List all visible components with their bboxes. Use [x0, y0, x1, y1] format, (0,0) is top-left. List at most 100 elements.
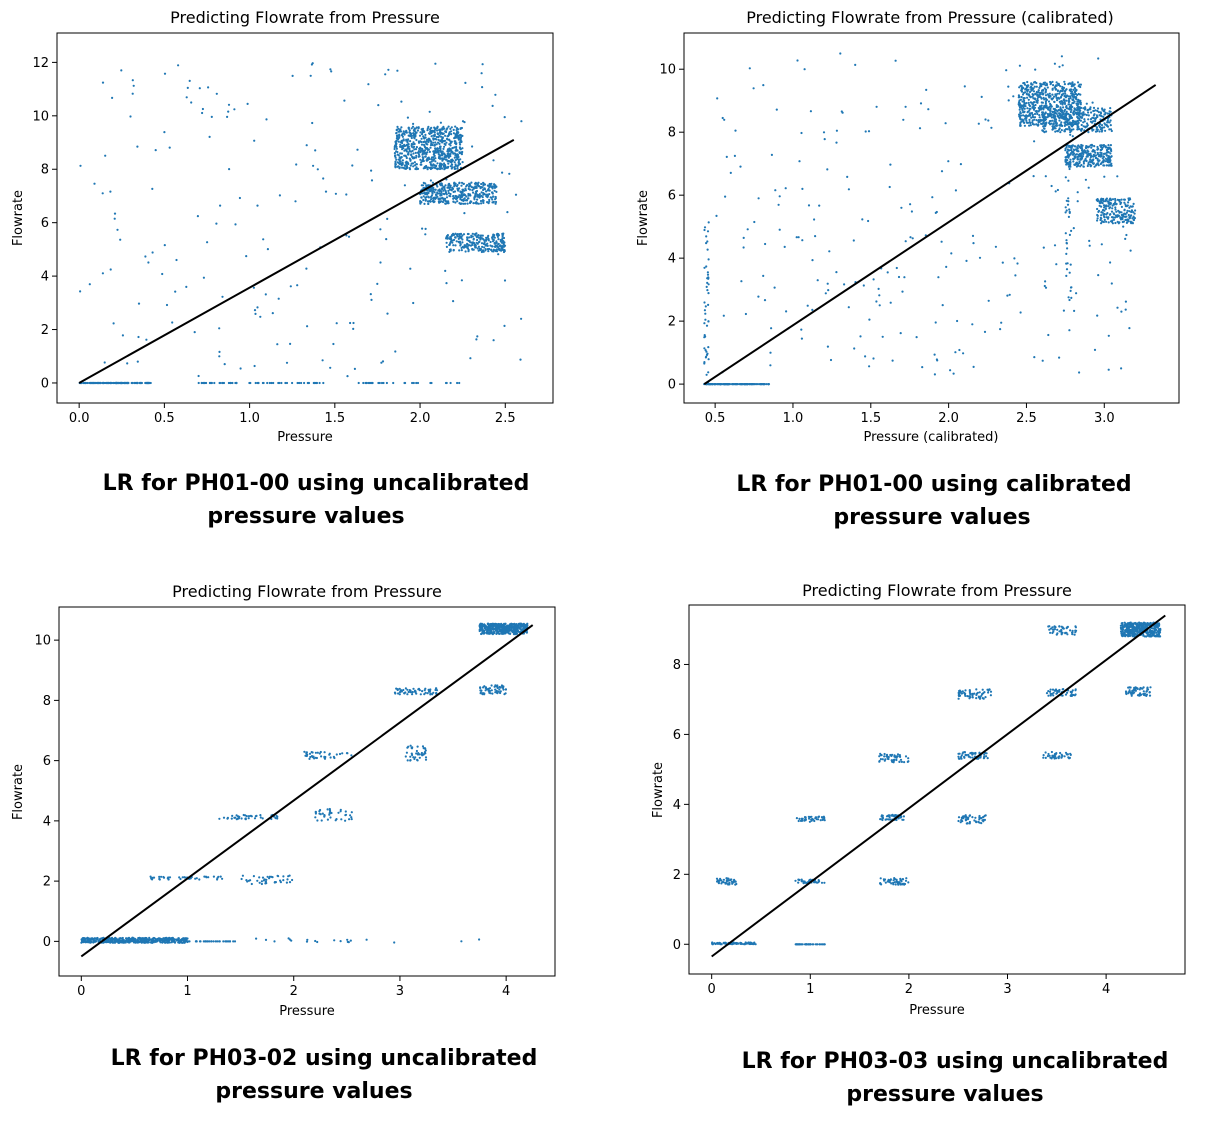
chart-3-point	[330, 756, 332, 758]
chart-2-point	[1094, 166, 1096, 168]
chart-3-point	[501, 633, 503, 635]
chart-1-point	[402, 159, 404, 161]
chart-1-point	[234, 223, 236, 225]
chart-2-point	[707, 304, 709, 306]
chart-1-point	[312, 165, 314, 167]
chart-2-point	[1103, 156, 1105, 158]
chart-2-point	[962, 352, 964, 354]
chart-2-point	[753, 87, 755, 89]
chart-1-point	[129, 115, 131, 117]
chart-2-point	[848, 188, 850, 190]
chart-2-point	[1019, 122, 1021, 124]
chart-2-point	[1042, 89, 1044, 91]
chart-2-point	[1099, 201, 1101, 203]
chart-2-point	[1029, 113, 1031, 115]
chart-1-point	[472, 187, 474, 189]
chart-2-point	[1060, 103, 1062, 105]
chart-1-point	[404, 165, 406, 167]
chart-3-point	[495, 630, 497, 632]
chart-2-point	[1096, 114, 1098, 116]
chart-2-point	[707, 249, 709, 251]
chart-2-point	[878, 294, 880, 296]
chart-1-point	[203, 382, 205, 384]
chart-2-point	[1101, 107, 1103, 109]
chart-1-point	[476, 239, 478, 241]
chart-2-point	[704, 313, 706, 315]
chart-2-point	[1125, 301, 1127, 303]
chart-2-point	[1109, 147, 1111, 149]
chart-2-point	[810, 110, 812, 112]
chart-1-point	[199, 87, 201, 89]
chart-2-point	[706, 286, 708, 288]
chart-3-point	[262, 817, 264, 819]
chart-2-point	[1067, 153, 1069, 155]
chart-1-point	[444, 270, 446, 272]
chart-3-point	[412, 691, 414, 693]
chart-2-point	[1024, 116, 1026, 118]
chart-2-point	[876, 106, 878, 108]
chart-1-point	[174, 291, 176, 293]
chart-2-point	[1093, 114, 1095, 116]
chart-1-point	[412, 165, 414, 167]
chart-2-point	[1056, 93, 1058, 95]
chart-1-point	[209, 382, 211, 384]
chart-2-point	[905, 106, 907, 108]
chart-2-point	[1088, 162, 1090, 164]
chart-3-point	[337, 812, 339, 814]
chart-3-point	[407, 759, 409, 761]
chart-1-point	[497, 253, 499, 255]
chart-1-point	[460, 136, 462, 138]
chart-3-point	[256, 880, 258, 882]
chart-3-point	[340, 818, 342, 820]
chart-3-y-tick-label: 10	[34, 634, 51, 649]
chart-2-point	[1027, 111, 1029, 113]
chart-2-point	[1056, 104, 1058, 106]
chart-1-point	[358, 382, 360, 384]
chart-3-y-tick-label: 0	[43, 935, 51, 950]
chart-1-point	[296, 284, 298, 286]
chart-1-point	[445, 382, 447, 384]
chart-2-point	[1069, 168, 1071, 170]
chart-2-point	[1034, 116, 1036, 118]
chart-2-point	[1107, 144, 1109, 146]
chart-1-point	[409, 140, 411, 142]
chart-2-point	[941, 170, 943, 172]
chart-2-point	[1099, 130, 1101, 132]
chart-3-point	[231, 815, 233, 817]
chart-3-point	[198, 878, 200, 880]
chart-1-point	[430, 198, 432, 200]
chart-2-point	[750, 383, 752, 385]
chart-2-point	[1002, 262, 1004, 264]
chart-2-point	[1125, 216, 1127, 218]
chart-2-point	[949, 369, 951, 371]
chart-1-point	[119, 239, 121, 241]
chart-1-point	[426, 184, 428, 186]
chart-2-point	[936, 358, 938, 360]
chart-2-point	[1068, 123, 1070, 125]
chart-1-point	[93, 382, 95, 384]
chart-2-point	[1069, 127, 1071, 129]
chart-1-point	[456, 129, 458, 131]
chart-1-point	[308, 382, 310, 384]
chart-1-point	[443, 152, 445, 154]
chart-1-point	[420, 164, 422, 166]
chart-1-point	[349, 322, 351, 324]
chart-2-point	[1068, 100, 1070, 102]
chart-1-point	[402, 145, 404, 147]
chart-1-point	[306, 144, 308, 146]
chart-1-point	[508, 173, 510, 175]
chart-3-point	[497, 687, 499, 689]
chart-1-point	[436, 136, 438, 138]
chart-3-point	[308, 758, 310, 760]
chart-1-point	[420, 141, 422, 143]
chart-1-point	[415, 166, 417, 168]
chart-2-point	[1078, 93, 1080, 95]
chart-1-point	[428, 149, 430, 151]
chart-1-y-tick-label: 4	[41, 270, 49, 285]
chart-1-point	[436, 127, 438, 129]
chart-2-point	[1104, 219, 1106, 221]
chart-1-point	[278, 382, 280, 384]
chart-3-point	[81, 939, 83, 941]
chart-2-point	[1041, 101, 1043, 103]
